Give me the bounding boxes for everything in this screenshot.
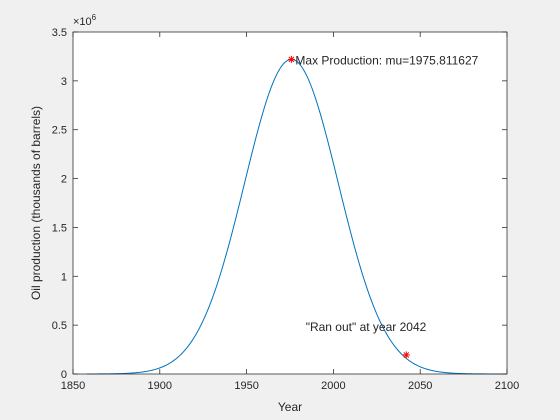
annotation-layer: Max Production: mu=1975.811627 "Ran out" … bbox=[295, 53, 478, 334]
x-tick-label: 2000 bbox=[321, 380, 345, 392]
x-axis-label: Year bbox=[278, 400, 302, 414]
y-tick-label: 3.5 bbox=[52, 27, 67, 39]
x-tick-label: 2050 bbox=[408, 380, 432, 392]
y-tick-label: 2 bbox=[61, 174, 67, 186]
annotation-text: "Ran out" at year 2042 bbox=[306, 320, 427, 334]
y-tick-label: 2.5 bbox=[52, 125, 67, 137]
y-exponent-base: ×10 bbox=[73, 16, 92, 28]
y-exponent-label: ×106 bbox=[73, 13, 97, 28]
y-tick-label: 3 bbox=[61, 76, 67, 88]
axes-layer: 1850 1900 1950 2000 2050 2100 0 0.5 1 1.5 2 2.5 3 3.5 bbox=[52, 27, 520, 392]
x-tick-label: 1850 bbox=[61, 380, 85, 392]
marker-layer bbox=[287, 55, 410, 359]
marker-stroke bbox=[288, 56, 295, 63]
marker-stroke bbox=[403, 352, 410, 358]
x-tick-label: 1900 bbox=[148, 380, 172, 392]
y-tick-label: 1.5 bbox=[52, 222, 67, 234]
plot-area bbox=[73, 32, 507, 374]
x-tick-label: 1950 bbox=[234, 380, 258, 392]
y-tick-label: 0 bbox=[61, 369, 67, 381]
y-axis-label: Oil production (thousands of barrels) bbox=[29, 106, 43, 300]
y-exponent-power: 6 bbox=[92, 13, 97, 22]
annotation-text: Max Production: mu=1975.811627 bbox=[295, 53, 478, 67]
data-marker bbox=[402, 351, 410, 359]
y-tick-label: 0.5 bbox=[52, 320, 67, 332]
x-tick-label: 2100 bbox=[495, 380, 519, 392]
data-marker bbox=[287, 55, 295, 63]
series-line-0 bbox=[86, 58, 507, 375]
axes-box bbox=[72, 31, 508, 375]
curve-layer bbox=[86, 58, 507, 375]
y-tick-label: 1 bbox=[61, 271, 67, 283]
